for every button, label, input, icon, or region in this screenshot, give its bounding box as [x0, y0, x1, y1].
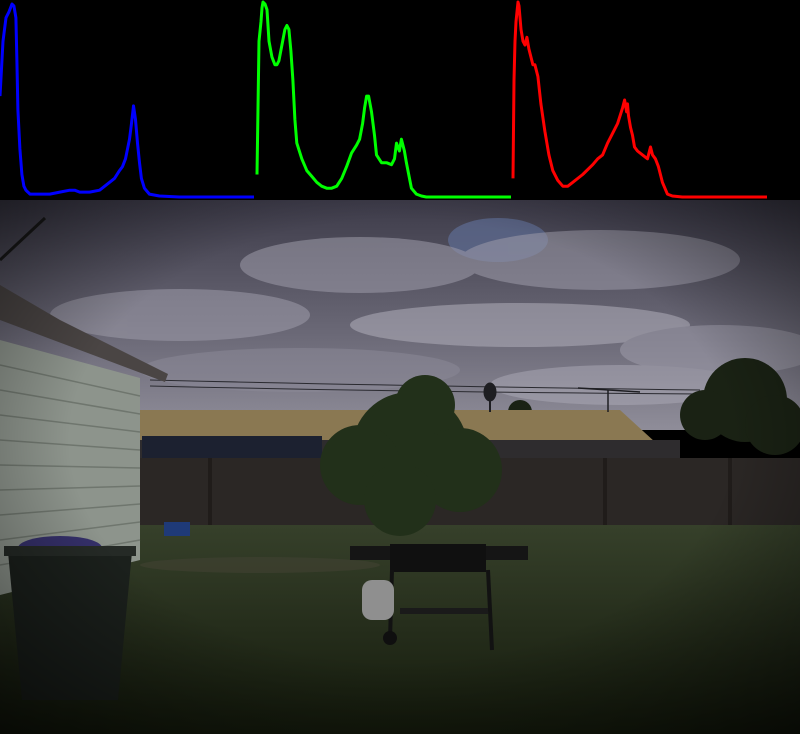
photo-scene	[0, 200, 800, 734]
histogram-chart	[0, 0, 767, 199]
photo-vignette	[0, 200, 800, 734]
histogram-panel-blue	[0, 2, 254, 199]
histogram-panel-red	[511, 0, 767, 199]
histogram-line-red	[511, 0, 767, 199]
histogram-line-green	[255, 0, 511, 199]
histogram-line-blue	[0, 2, 254, 199]
backyard-photo	[0, 200, 800, 734]
histogram-panel-green	[255, 0, 511, 199]
rgb-histogram-strip	[0, 0, 800, 200]
